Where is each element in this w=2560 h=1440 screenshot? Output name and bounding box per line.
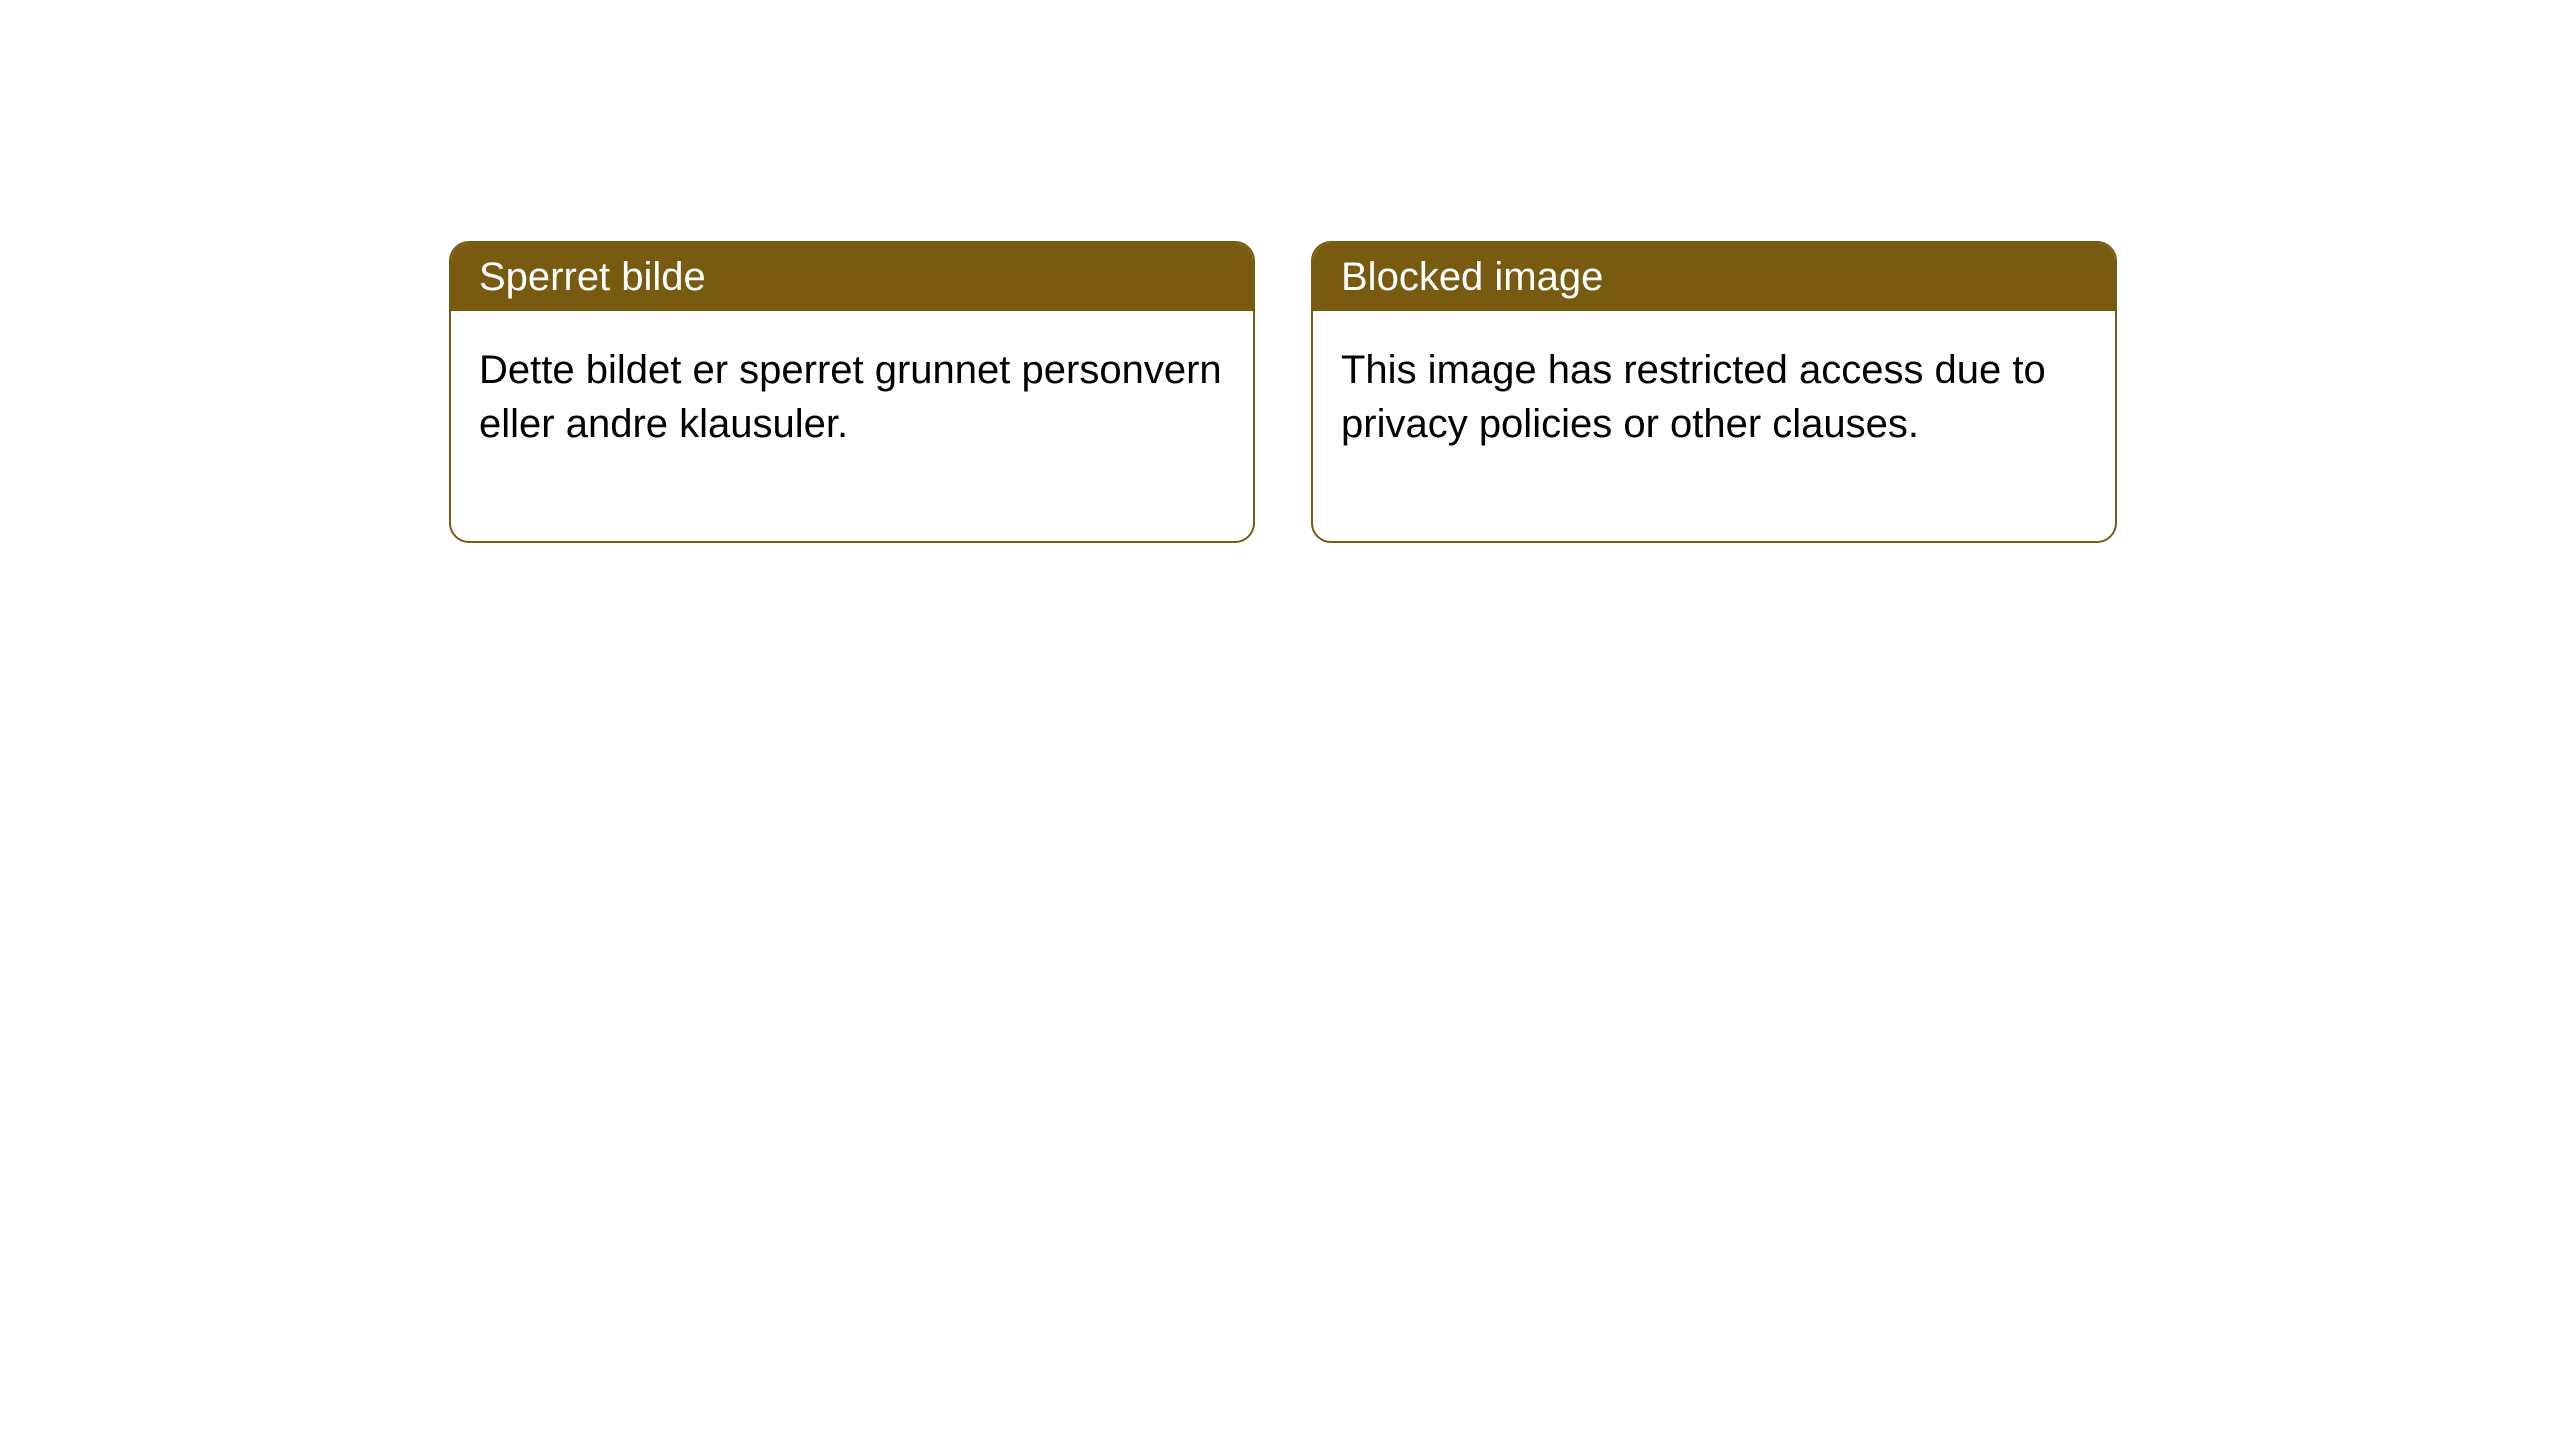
notice-cards-container: Sperret bilde Dette bildet er sperret gr… (449, 241, 2117, 543)
notice-card-norwegian: Sperret bilde Dette bildet er sperret gr… (449, 241, 1255, 543)
card-body: This image has restricted access due to … (1313, 311, 2115, 541)
card-header: Blocked image (1313, 243, 2115, 311)
notice-card-english: Blocked image This image has restricted … (1311, 241, 2117, 543)
card-body: Dette bildet er sperret grunnet personve… (451, 311, 1253, 541)
card-header: Sperret bilde (451, 243, 1253, 311)
